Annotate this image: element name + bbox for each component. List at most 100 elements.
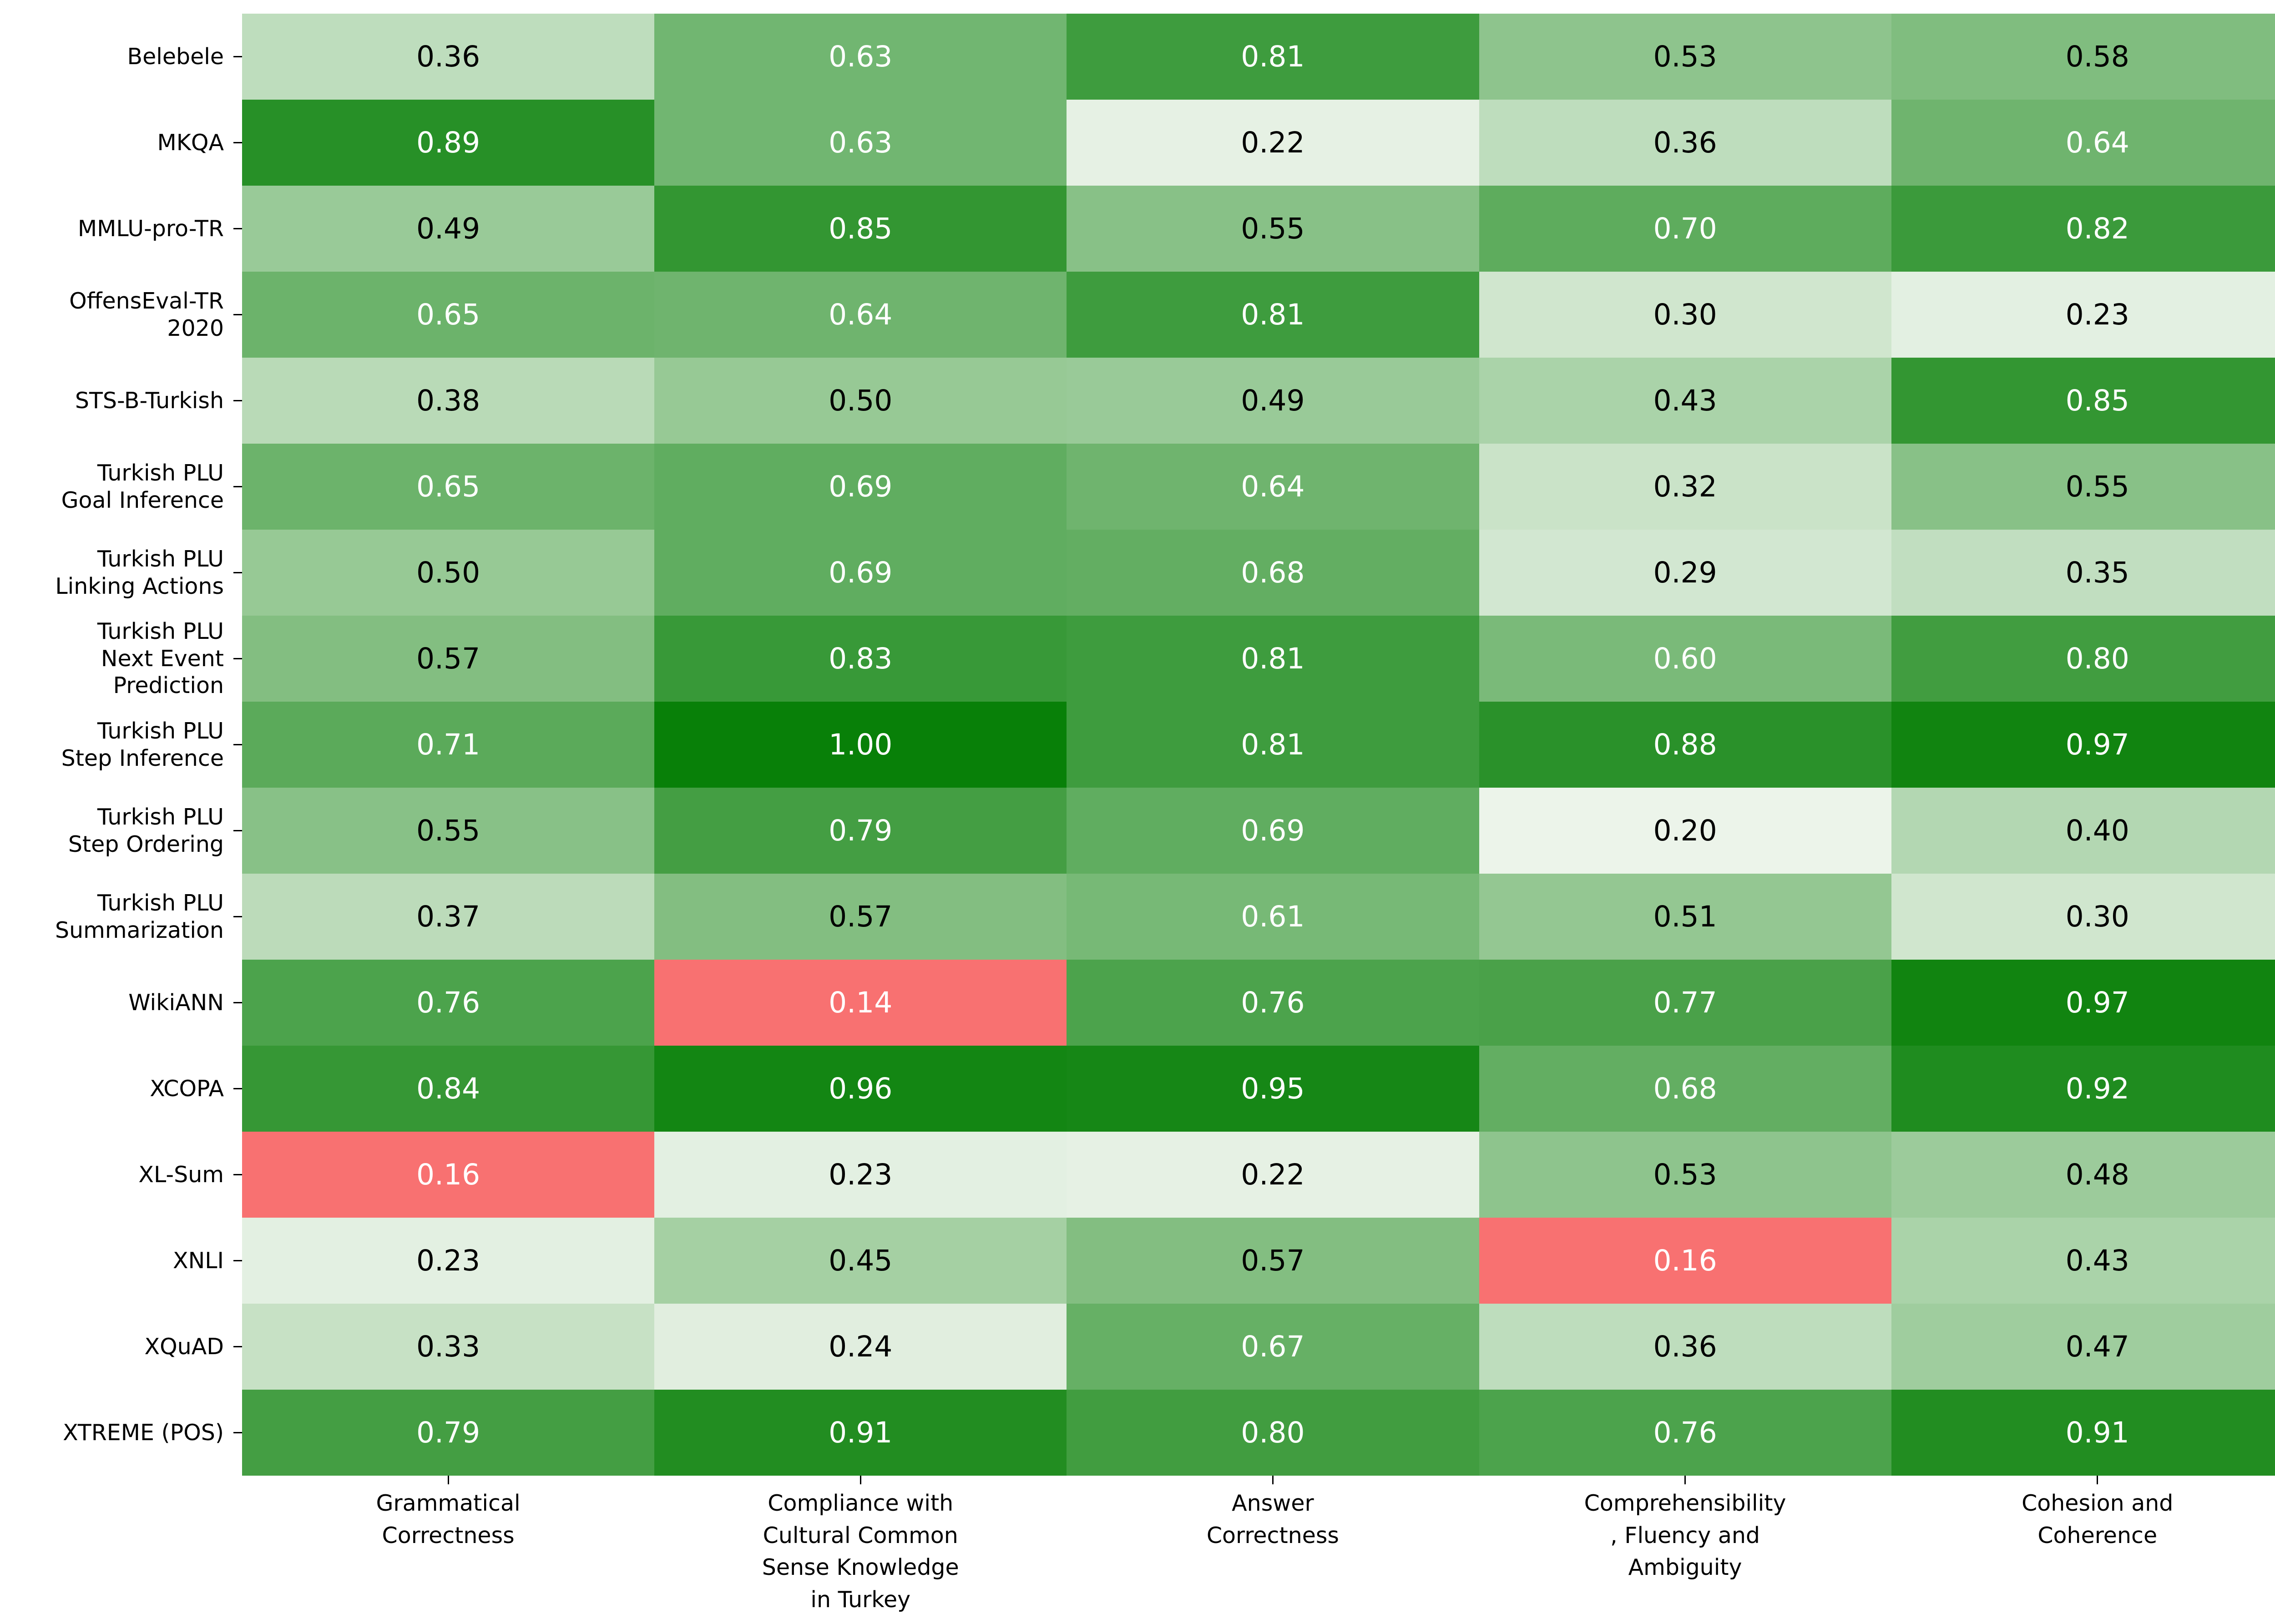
heatmap-cell: 0.36 [1479,100,1891,186]
heatmap-cell: 0.80 [1067,1390,1479,1476]
y-axis-label: XTREME (POS) [63,1419,224,1446]
x-tick [2097,1476,2098,1484]
heatmap-cell: 0.48 [1891,1132,2275,1218]
heatmap-cell: 0.77 [1479,960,1891,1046]
y-axis-label: Turkish PLU Goal Inference [61,460,224,513]
heatmap-cell: 0.53 [1479,14,1891,100]
heatmap-cell: 0.67 [1067,1304,1479,1390]
heatmap-cell: 0.92 [1891,1046,2275,1132]
y-axis-label: WikiANN [128,989,224,1016]
heatmap-cell: 0.57 [654,874,1067,960]
heatmap-cell: 0.65 [242,444,655,530]
heatmap-cell: 0.61 [1067,874,1479,960]
heatmap-cell: 0.55 [1067,186,1479,272]
heatmap-cell: 0.70 [1479,186,1891,272]
y-tick [233,314,242,315]
y-axis-label: Belebele [127,43,224,70]
heatmap-cell: 1.00 [654,702,1067,788]
y-tick [233,830,242,831]
y-axis-label: Turkish PLU Step Inference [61,718,224,771]
heatmap-cell: 0.63 [654,14,1067,100]
x-axis-label: Grammatical Correctness [376,1490,521,1548]
y-axis-label: MMLU-pro-TR [77,215,224,242]
heatmap-grid: 0.360.630.810.530.580.910.890.630.220.36… [242,14,2275,1476]
heatmap-cell: 0.23 [1891,272,2275,358]
y-axis-label: Turkish PLU Summarization [55,890,224,943]
heatmap-cell: 0.64 [654,272,1067,358]
heatmap-cell: 0.55 [242,788,655,874]
heatmap-cell: 0.81 [1067,14,1479,100]
heatmap-cell: 0.79 [242,1390,655,1476]
y-tick [233,1088,242,1089]
heatmap-cell: 0.76 [242,960,655,1046]
heatmap-cell: 0.68 [1479,1046,1891,1132]
y-axis-label: XNLI [173,1247,224,1274]
heatmap-cell: 0.22 [1067,100,1479,186]
x-axis-label: Comprehensibility, Fluency and Ambiguity [1584,1490,1786,1581]
x-axis-label: Cohesion and Coherence [2022,1490,2174,1548]
heatmap-cell: 0.83 [654,616,1067,702]
heatmap-cell: 0.80 [1891,616,2275,702]
heatmap-cell: 0.88 [1479,702,1891,788]
y-axis-label: XCOPA [150,1075,224,1102]
x-tick [859,1476,861,1484]
heatmap-cell: 0.38 [242,358,655,444]
y-tick [233,228,242,229]
heatmap-cell: 0.49 [242,186,655,272]
x-tick [1272,1476,1274,1484]
y-tick [233,916,242,917]
heatmap-cell: 0.53 [1479,1132,1891,1218]
x-axis-label: Compliance with Cultural Common Sense Know… [762,1490,959,1613]
heatmap-cell: 0.30 [1891,874,2275,960]
heatmap-cell: 0.65 [242,272,655,358]
y-tick [233,744,242,745]
heatmap-cell: 0.69 [1067,788,1479,874]
heatmap-cell: 0.35 [1891,530,2275,616]
heatmap-cell: 0.79 [654,788,1067,874]
y-tick [233,486,242,487]
heatmap-cell: 0.81 [1067,702,1479,788]
y-tick [233,1174,242,1175]
y-tick [233,572,242,573]
heatmap-cell: 0.63 [654,100,1067,186]
heatmap-cell: 0.96 [654,1046,1067,1132]
heatmap-cell: 0.97 [1891,960,2275,1046]
y-axis-label: Turkish PLU Linking Actions [55,546,224,599]
y-axis: Belebele MKQA MMLU-pro-TR OffensEval-TR 2020… [0,14,242,1476]
heatmap-cell: 0.33 [242,1304,655,1390]
heatmap-cell: 0.69 [654,530,1067,616]
y-tick [233,56,242,57]
heatmap-cell: 0.81 [1067,272,1479,358]
heatmap-cell: 0.76 [1479,1390,1891,1476]
heatmap-cell: 0.95 [1067,1046,1479,1132]
heatmap-cell: 0.58 [1891,14,2275,100]
x-tick [447,1476,449,1484]
y-axis-label: MKQA [157,129,224,156]
y-axis-label: Turkish PLU Step Ordering [68,804,224,857]
heatmap-cell: 0.50 [242,530,655,616]
y-tick [233,1346,242,1347]
heatmap-cell: 0.50 [654,358,1067,444]
heatmap-cell: 0.97 [1891,702,2275,788]
heatmap-cell: 0.69 [654,444,1067,530]
heatmap-cell: 0.91 [654,1390,1067,1476]
heatmap-cell: 0.64 [1891,100,2275,186]
heatmap-cell: 0.20 [1479,788,1891,874]
heatmap-cell: 0.16 [1479,1218,1891,1304]
heatmap-cell: 0.30 [1479,272,1891,358]
heatmap-cell: 0.76 [1067,960,1479,1046]
y-tick [233,400,242,401]
heatmap-cell: 0.24 [654,1304,1067,1390]
y-axis-label: OffensEval-TR 2020 [69,288,224,341]
heatmap-cell: 0.81 [1067,616,1479,702]
heatmap-cell: 0.55 [1891,444,2275,530]
heatmap-cell: 0.14 [654,960,1067,1046]
y-axis-label: Turkish PLU Next Event Prediction [97,618,224,699]
heatmap-cell: 0.60 [1479,616,1891,702]
heatmap-cell: 0.32 [1479,444,1891,530]
heatmap-cell: 0.71 [242,702,655,788]
y-tick [233,142,242,143]
heatmap-cell: 0.68 [1067,530,1479,616]
heatmap-cell: 0.45 [654,1218,1067,1304]
heatmap-cell: 0.40 [1891,788,2275,874]
